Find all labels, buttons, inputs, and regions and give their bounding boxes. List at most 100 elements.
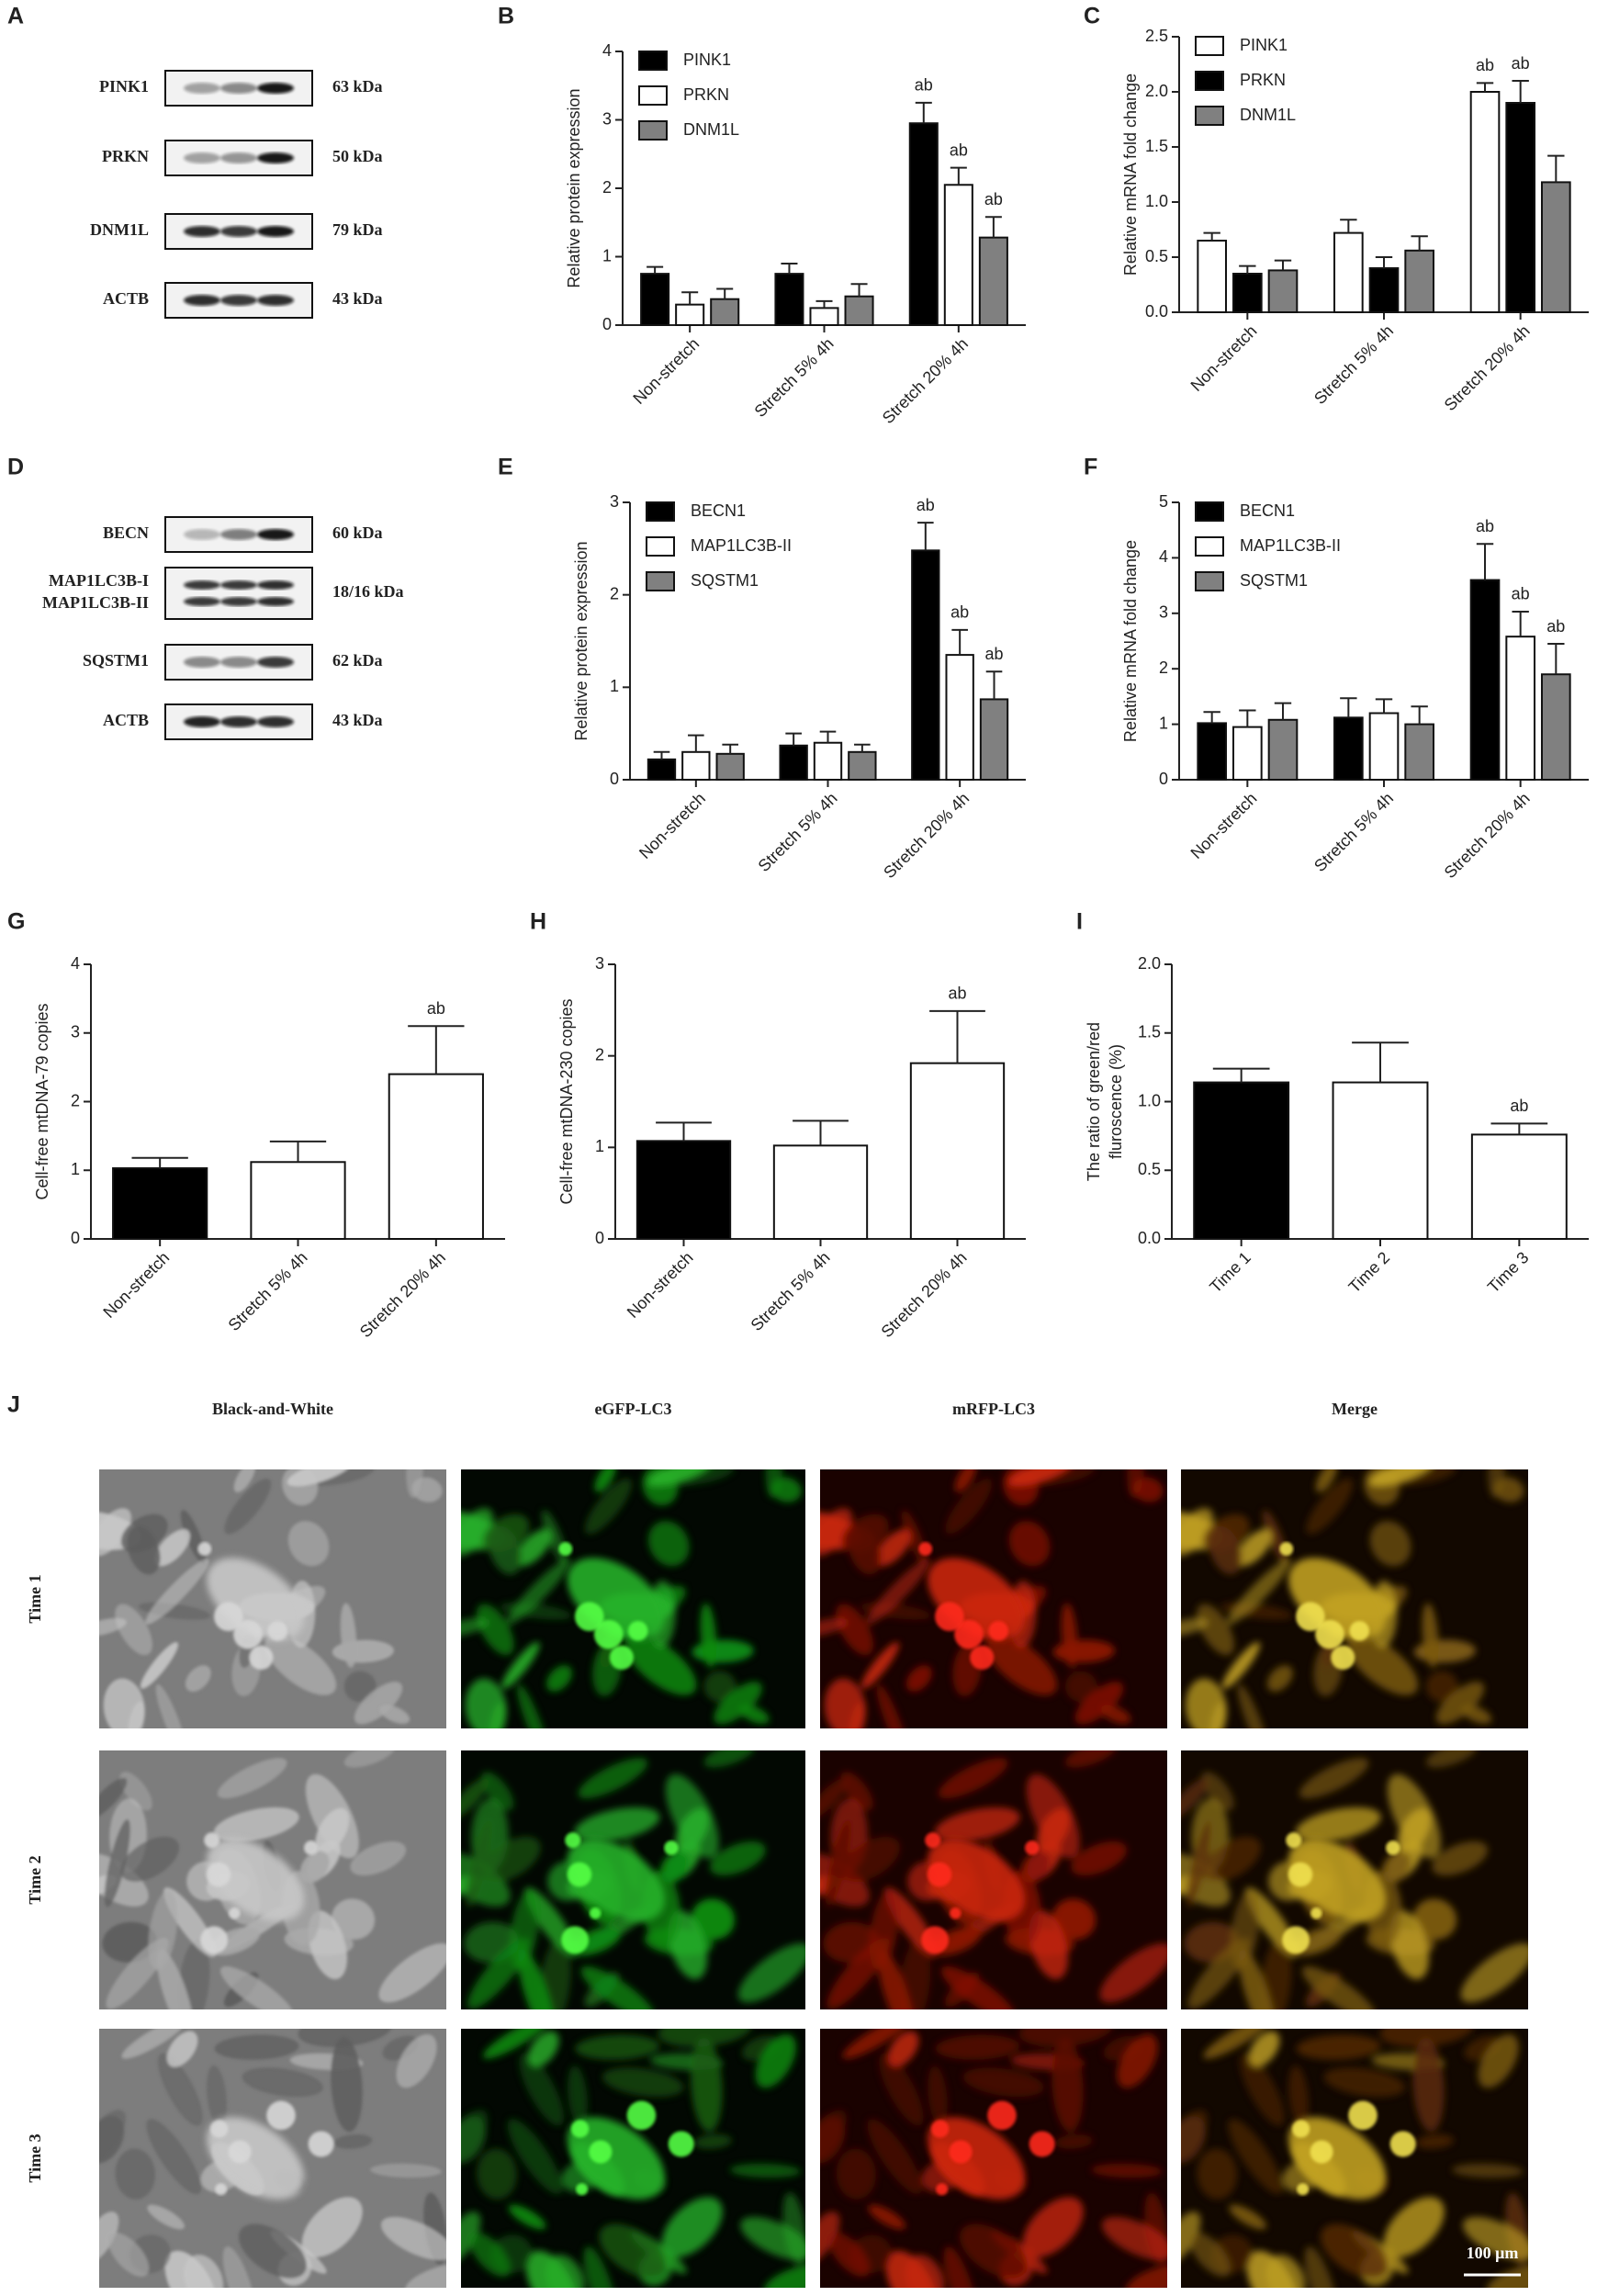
cell	[517, 1948, 556, 2009]
cell	[287, 1521, 330, 1567]
cell	[836, 1604, 873, 1656]
cell	[1074, 1682, 1124, 1725]
cell	[147, 2204, 186, 2230]
cell	[1432, 1841, 1489, 1876]
blot-band	[220, 152, 257, 163]
bar	[979, 698, 1009, 781]
cell	[354, 1682, 403, 1725]
y-tick-label: 0.0	[1145, 302, 1168, 321]
vesicle	[249, 1645, 274, 1671]
vesicle	[214, 1602, 243, 1632]
legend-label: DNM1L	[683, 120, 739, 139]
cell	[1248, 2031, 1280, 2067]
error-bar	[951, 628, 968, 656]
vesicle	[954, 1619, 984, 1649]
cell	[841, 1514, 889, 1553]
x-tick-label: Stretch 5% 4h	[755, 789, 841, 875]
vesicle	[1288, 1862, 1313, 1887]
cell	[185, 1665, 211, 1692]
vesicle	[626, 2100, 657, 2131]
micrograph	[99, 2029, 446, 2288]
cell	[242, 2067, 323, 2098]
legend-swatch	[1195, 501, 1224, 522]
scale-bar-label: 100 μm	[1467, 2244, 1519, 2262]
error-bar	[1239, 709, 1256, 727]
blot-band	[257, 580, 294, 590]
y-tick-label: 0	[595, 1229, 604, 1247]
vesicle	[200, 1926, 229, 1954]
cell	[1125, 2263, 1167, 2288]
cell	[1008, 1521, 1051, 1567]
cell	[350, 1841, 407, 1876]
bar	[1267, 269, 1299, 313]
cell	[119, 1772, 152, 1811]
cell	[507, 2119, 563, 2195]
annotation: ab	[1546, 617, 1565, 636]
blot-band	[220, 295, 257, 306]
bar	[1333, 716, 1364, 781]
y-tick-label: 2.0	[1138, 954, 1161, 973]
y-tick-label: 0	[602, 315, 612, 333]
cell	[1061, 1603, 1078, 1668]
cell	[879, 2053, 924, 2126]
blot-protein: BECN	[103, 523, 149, 542]
legend-swatch	[638, 85, 668, 106]
panel-label: J	[7, 1392, 20, 1418]
vesicle	[935, 1602, 964, 1632]
vesicle	[987, 2100, 1017, 2131]
cell	[1383, 2197, 1445, 2257]
error-bar	[1203, 711, 1220, 724]
vesicle	[1296, 1602, 1325, 1632]
vesicle	[589, 1908, 602, 1919]
cell	[1201, 1772, 1234, 1811]
cell	[1369, 1521, 1411, 1567]
legend-swatch	[646, 501, 675, 522]
cell	[545, 2255, 585, 2288]
y-tick-label: 3	[1159, 603, 1168, 622]
micrograph	[99, 1750, 446, 2009]
error-bar	[1375, 256, 1393, 268]
cell	[396, 2033, 437, 2088]
cell	[703, 1671, 737, 1703]
bar	[779, 744, 808, 782]
cell	[238, 2223, 307, 2279]
panel-label: C	[1084, 4, 1100, 29]
error-bar	[716, 287, 734, 299]
x-tick-label: Non-stretch	[1187, 321, 1261, 395]
cell	[1412, 1898, 1457, 1940]
bar	[1404, 723, 1434, 781]
cell	[1189, 2232, 1231, 2278]
cell	[1415, 2134, 1455, 2149]
cell	[1071, 1841, 1128, 1876]
central-cell	[928, 1839, 1026, 1921]
cell	[1132, 1477, 1164, 1503]
error-bar	[929, 1009, 985, 1064]
cell	[1462, 2216, 1528, 2260]
vesicle	[930, 2120, 950, 2138]
cell	[1422, 1603, 1439, 1668]
annotation: ab	[1512, 585, 1530, 603]
bar	[250, 1161, 346, 1241]
x-tick-label: Stretch 20% 4h	[356, 1248, 449, 1341]
cell	[877, 1948, 915, 2009]
cell	[527, 2031, 559, 2067]
vesicle	[925, 1832, 941, 1849]
x-tick-label: Stretch 5% 4h	[751, 334, 838, 421]
cell-layer	[820, 1469, 1164, 1728]
y-tick-label: 2	[71, 1091, 80, 1109]
cell	[515, 1528, 552, 1567]
vesicle	[561, 1926, 590, 1954]
cell	[1026, 1773, 1080, 1859]
x-tick-label: Non-stretch	[624, 1248, 697, 1322]
vesicle	[1315, 1619, 1344, 1649]
cell	[156, 1948, 194, 2009]
cell	[1299, 1758, 1369, 1799]
panel-label: G	[7, 909, 25, 935]
vesicle	[1385, 1840, 1400, 1855]
cell	[820, 1617, 848, 1637]
blot-band	[184, 295, 220, 306]
error-bar	[1340, 697, 1357, 718]
cell	[1387, 1773, 1441, 1859]
cell	[860, 1641, 900, 1689]
cell	[404, 2263, 446, 2288]
